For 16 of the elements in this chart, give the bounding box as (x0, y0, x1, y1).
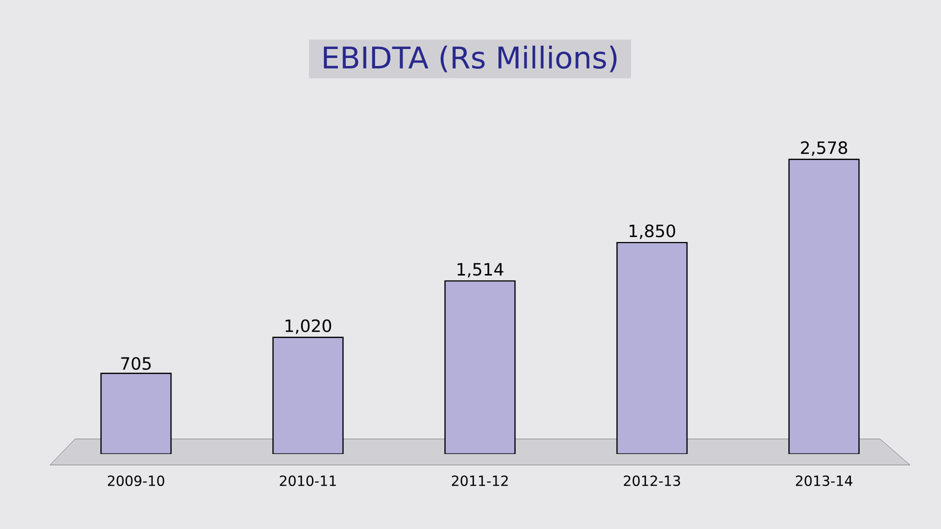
bar (444, 280, 516, 454)
x-tick-label: 2009-10 (108, 475, 164, 486)
bar (100, 372, 172, 454)
bar (272, 336, 344, 454)
data-label: 1,514 (458, 263, 504, 278)
x-tick-label: 2012-13 (624, 475, 680, 486)
x-tick-label: 2011-12 (452, 475, 508, 486)
data-label: 1,020 (286, 319, 332, 334)
bar (616, 242, 688, 454)
bar (788, 158, 860, 454)
x-tick-label: 2010-11 (280, 475, 336, 486)
x-tick-label: 2013-14 (796, 475, 852, 486)
data-label: 705 (121, 357, 151, 370)
data-label: 1,850 (630, 224, 676, 240)
chart-title: EBIDTA (Rs Millions) (324, 46, 617, 72)
data-label: 2,578 (801, 141, 848, 156)
